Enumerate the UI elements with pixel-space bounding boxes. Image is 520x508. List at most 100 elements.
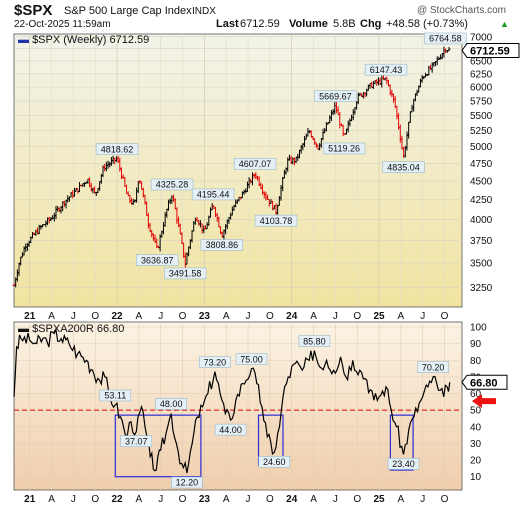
price-y-tick: 6500: [470, 56, 493, 67]
price-x-tick: 23: [199, 311, 211, 322]
svg-text:37.07: 37.07: [125, 436, 148, 446]
price-x-tick: O: [91, 311, 99, 322]
price-annotation: 4818.62: [95, 143, 139, 156]
price-annotation: 4607.07: [233, 158, 277, 170]
price-annotation: 4325.28: [150, 178, 194, 191]
price-legend: ▬ $SPX (Weekly) 6712.59: [18, 34, 149, 46]
ind-x-tick: O: [91, 494, 99, 505]
header-exchange: INDX: [192, 6, 216, 17]
ind-x-tick: O: [179, 494, 187, 505]
price-x-tick: 25: [373, 311, 385, 322]
price-x-tick: A: [48, 311, 55, 322]
ind-annotation: 44.00: [214, 423, 247, 436]
svg-text:73.20: 73.20: [204, 357, 227, 367]
header-symbol: $SPX: [14, 2, 52, 19]
svg-text:6712.59: 6712.59: [470, 46, 510, 58]
svg-text:4835.04: 4835.04: [387, 162, 420, 172]
volume-value: 5.8B: [333, 18, 356, 30]
svg-text:53.11: 53.11: [104, 391, 126, 401]
price-x-tick: A: [310, 311, 317, 322]
ind-x-tick: J: [420, 494, 425, 505]
price-x-tick: A: [223, 311, 230, 322]
price-y-tick: 3250: [470, 283, 493, 294]
ind-x-tick: 22: [111, 494, 123, 505]
ind-x-tick: A: [398, 494, 405, 505]
highlight-box: [114, 414, 202, 478]
ind-annotation: 53.11: [99, 389, 132, 402]
price-x-tick: O: [266, 311, 274, 322]
svg-text:12.20: 12.20: [176, 478, 199, 488]
price-x-tick: J: [333, 311, 338, 322]
ind-x-tick: J: [246, 494, 251, 505]
price-x-tick: O: [179, 311, 187, 322]
indicator-line: [13, 327, 451, 474]
price-annotation: 3808.86: [200, 239, 244, 251]
price-y-tick: 5000: [470, 142, 493, 153]
price-x-tick: O: [353, 311, 361, 322]
ind-annotation: 73.20: [199, 356, 231, 368]
svg-text:70.20: 70.20: [422, 362, 445, 372]
ind-x-tick: O: [441, 494, 449, 505]
ind-x-tick: J: [158, 494, 163, 505]
ind-x-tick: 24: [286, 494, 298, 505]
price-bars: [12, 46, 451, 288]
price-y-tick: 4000: [470, 215, 493, 226]
svg-text:6147.43: 6147.43: [370, 65, 403, 75]
ind-x-tick: O: [353, 494, 361, 505]
svg-text:24.60: 24.60: [263, 457, 286, 467]
svg-text:23.40: 23.40: [392, 459, 415, 469]
price-y-tick: 4500: [470, 177, 493, 188]
price-x-tick: 22: [111, 311, 123, 322]
svg-text:3636.87: 3636.87: [141, 255, 174, 265]
price-y-tick: 7000: [470, 32, 493, 43]
price-annotation: 3636.87: [136, 254, 179, 266]
price-annotation: 4835.04: [382, 161, 425, 173]
svg-text:4195.44: 4195.44: [197, 190, 230, 200]
ind-y-tick: 80: [470, 356, 482, 367]
indicator-panel: [13, 321, 463, 491]
price-x-tick: J: [158, 311, 163, 322]
price-y-tick: 3500: [470, 259, 493, 270]
last-label: Last: [216, 18, 239, 30]
chart-header: $SPX S&P 500 Large Cap Index INDX 22-Oct…: [14, 2, 509, 30]
watermark: @ StockCharts.com: [417, 5, 506, 16]
ind-x-tick: O: [266, 494, 274, 505]
price-y-tick: 5750: [470, 97, 493, 108]
header-name: S&P 500 Large Cap Index: [64, 5, 192, 17]
svg-text:85.80: 85.80: [303, 336, 326, 346]
ind-x-tick: 23: [199, 494, 211, 505]
price-y-tick: 4750: [470, 159, 493, 170]
ind-y-tick: 90: [470, 339, 482, 350]
price-bar: [447, 47, 451, 52]
svg-text:5669.67: 5669.67: [319, 91, 352, 101]
price-annotation: 6147.43: [364, 63, 408, 76]
price-annotation: 5669.67: [314, 90, 357, 102]
ind-y-tick: 100: [470, 322, 487, 333]
ind-x-tick: A: [223, 494, 230, 505]
price-y-tick: 4250: [470, 195, 493, 206]
ind-annotation: 85.80: [298, 335, 331, 347]
price-x-tick: A: [398, 311, 405, 322]
ind-annotation: 23.40: [387, 458, 420, 470]
price-x-tick: J: [71, 311, 76, 322]
last-value: 6712.59: [240, 18, 280, 30]
chart-panels: 3250 3500 3750 4000 4250 4500 4750 5000 5250 5500…: [12, 32, 520, 505]
price-y-tick: 6250: [470, 69, 493, 80]
price-annotation: 6764.58: [424, 32, 467, 45]
ind-x-tick: J: [71, 494, 76, 505]
svg-text:4818.62: 4818.62: [101, 144, 134, 154]
ind-x-tick: A: [136, 494, 143, 505]
price-annotation: 4103.78: [254, 214, 298, 227]
price-last-value-label: 6712.59: [461, 42, 520, 58]
ind-y-tick: 50: [470, 406, 482, 417]
ind-annotation: 48.00: [155, 398, 187, 410]
price-y-tick: 3750: [470, 236, 493, 247]
price-x-tick: J: [246, 311, 251, 322]
chg-arrow-icon: ▲: [500, 19, 509, 29]
svg-text:5119.26: 5119.26: [328, 144, 360, 154]
ind-y-tick: 20: [470, 456, 482, 467]
ind-x-tick: 25: [373, 494, 385, 505]
ind-annotation: 75.00: [235, 353, 268, 365]
price-annotation: 5119.26: [322, 142, 366, 155]
ind-last-value-label: 66.80: [461, 374, 508, 390]
